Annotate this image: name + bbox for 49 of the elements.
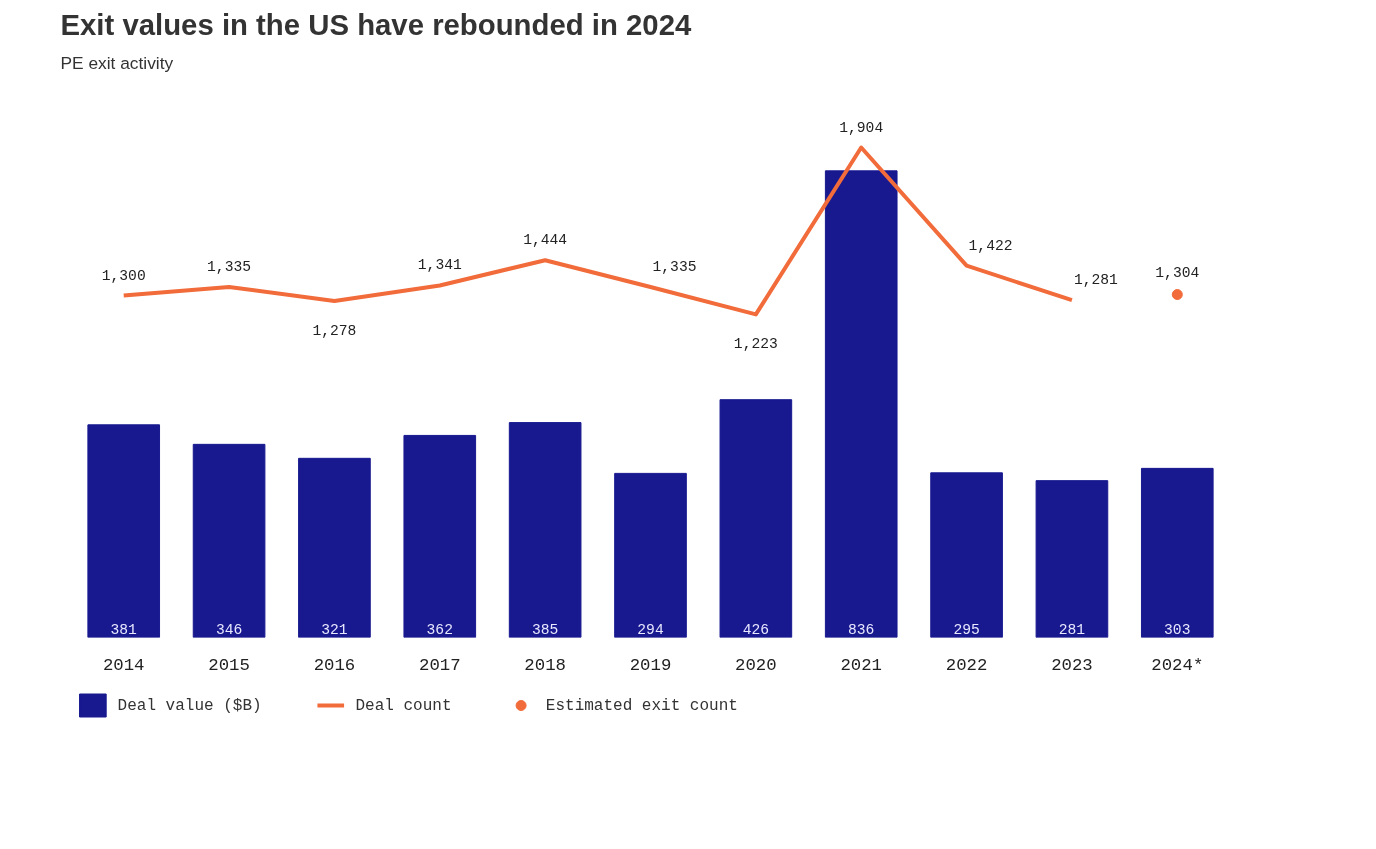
data-label: 1,904 — [839, 119, 884, 136]
x-tick-label: 2019 — [629, 655, 672, 675]
data-label: 281 — [1058, 621, 1086, 638]
data-label: 346 — [215, 621, 243, 638]
x-tick-label: 2021 — [840, 655, 883, 675]
x-tick-label: 2015 — [208, 655, 250, 675]
data-label: 836 — [848, 621, 875, 638]
bar — [614, 472, 687, 638]
data-label: 1,281 — [1073, 272, 1119, 289]
data-label: 385 — [531, 621, 559, 638]
x-tick-label: 2024* — [1151, 655, 1204, 675]
x-tick-label: 2018 — [524, 655, 566, 675]
bar — [508, 422, 582, 638]
legend-label: Estimated exit count — [545, 696, 738, 715]
x-tick-label: 2016 — [313, 655, 356, 675]
legend-label: Deal count — [355, 696, 452, 715]
data-label: 1,300 — [101, 267, 146, 284]
data-label: 321 — [321, 621, 348, 638]
x-tick-label: 2014 — [102, 655, 145, 675]
bar — [403, 434, 477, 638]
data-label: 381 — [110, 621, 138, 638]
legend-label: Deal value ($B) — [117, 696, 262, 715]
bar — [1035, 480, 1109, 638]
chart-title: Exit values in the US have rebounded in 2024 — [60, 7, 692, 41]
x-tick-label: 2017 — [418, 655, 461, 675]
bar — [192, 443, 266, 638]
x-tick-label: 2022 — [945, 655, 988, 675]
data-label: 1,335 — [652, 258, 697, 275]
data-label: 426 — [742, 621, 770, 638]
data-label: 1,278 — [312, 322, 357, 339]
data-label: 1,304 — [1155, 264, 1200, 281]
data-label: 294 — [637, 621, 664, 638]
data-label: 295 — [953, 621, 980, 638]
x-tick-label: 2020 — [735, 655, 777, 675]
bar — [1140, 467, 1214, 638]
data-label: 1,341 — [417, 257, 462, 274]
bar — [87, 424, 161, 638]
data-label: 362 — [426, 621, 453, 638]
bar — [298, 457, 371, 638]
x-tick-label: 2023 — [1051, 655, 1093, 675]
chart-subtitle: PE exit activity — [60, 52, 174, 73]
data-label: 1,422 — [968, 237, 1013, 254]
bar — [719, 399, 793, 638]
data-label: 303 — [1164, 621, 1191, 638]
bar — [930, 472, 1003, 638]
data-label: 1,335 — [207, 258, 252, 275]
data-label: 1,223 — [733, 336, 778, 353]
data-label: 1,444 — [523, 232, 568, 249]
bar — [824, 170, 898, 638]
